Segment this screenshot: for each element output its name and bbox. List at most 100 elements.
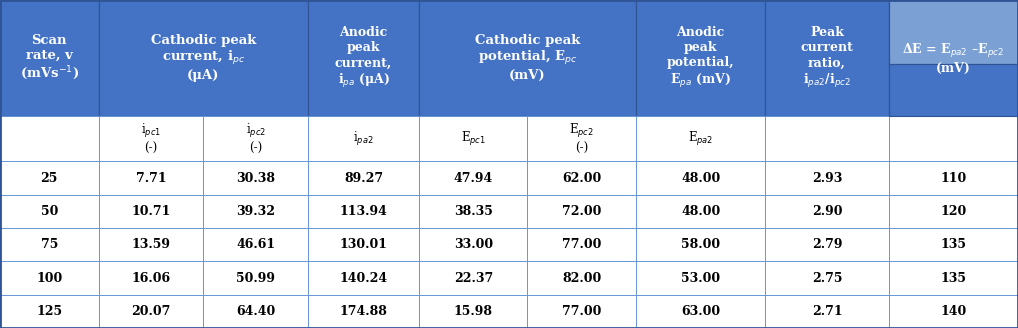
Bar	[308, 228, 419, 261]
Text: 100: 100	[37, 272, 62, 285]
Text: Anodic
peak
potential,
E$_{pa}$ (mV): Anodic peak potential, E$_{pa}$ (mV)	[667, 26, 734, 90]
Bar	[308, 161, 419, 195]
Bar	[204, 295, 308, 328]
Text: 130.01: 130.01	[340, 238, 388, 251]
Bar	[419, 161, 527, 195]
Bar	[889, 295, 1018, 328]
Text: 2.75: 2.75	[811, 272, 842, 285]
Bar	[204, 228, 308, 261]
Bar	[0, 0, 99, 116]
Bar	[636, 0, 766, 116]
Text: i$_{pc2}$
(-): i$_{pc2}$ (-)	[245, 122, 266, 155]
Bar	[419, 195, 527, 228]
Bar	[419, 228, 527, 261]
Text: 25: 25	[41, 172, 58, 185]
Text: 47.94: 47.94	[454, 172, 493, 185]
Text: 75: 75	[41, 238, 58, 251]
Bar	[204, 161, 308, 195]
Bar	[0, 295, 99, 328]
Bar	[527, 261, 636, 295]
Bar	[204, 261, 308, 295]
Text: 140: 140	[941, 305, 966, 318]
Text: 2.71: 2.71	[811, 305, 842, 318]
Text: 110: 110	[941, 172, 966, 185]
Bar	[636, 295, 766, 328]
Text: 53.00: 53.00	[681, 272, 720, 285]
Text: 62.00: 62.00	[562, 172, 602, 185]
Text: 140.24: 140.24	[340, 272, 388, 285]
Text: 20.07: 20.07	[131, 305, 171, 318]
Bar	[99, 0, 308, 116]
Bar	[0, 261, 99, 295]
Text: E$_{pc2}$
(-): E$_{pc2}$ (-)	[569, 122, 595, 155]
Bar	[889, 0, 1018, 64]
Text: 135: 135	[941, 238, 966, 251]
Bar	[766, 195, 889, 228]
Text: 77.00: 77.00	[562, 238, 602, 251]
Text: 22.37: 22.37	[454, 272, 493, 285]
Text: 63.00: 63.00	[681, 305, 720, 318]
Text: 120: 120	[941, 205, 966, 218]
Text: 72.00: 72.00	[562, 205, 602, 218]
Bar	[99, 295, 204, 328]
Bar	[99, 261, 204, 295]
Bar	[636, 195, 766, 228]
Text: 174.88: 174.88	[340, 305, 388, 318]
Text: 77.00: 77.00	[562, 305, 602, 318]
Text: 46.61: 46.61	[236, 238, 275, 251]
Text: 33.00: 33.00	[454, 238, 493, 251]
Bar	[204, 116, 308, 161]
Text: 2.93: 2.93	[811, 172, 842, 185]
Text: Anodic
peak
current,
i$_{pa}$ (μA): Anodic peak current, i$_{pa}$ (μA)	[335, 26, 392, 90]
Bar	[308, 295, 419, 328]
Bar	[419, 261, 527, 295]
Text: ΔE = E$_{pa2}$ –E$_{pc2}$
(mV): ΔE = E$_{pa2}$ –E$_{pc2}$ (mV)	[902, 42, 1005, 74]
Bar	[527, 295, 636, 328]
Text: 2.79: 2.79	[811, 238, 842, 251]
Bar	[0, 161, 99, 195]
Bar	[766, 116, 889, 161]
Bar	[889, 261, 1018, 295]
Text: i$_{pc1}$
(-): i$_{pc1}$ (-)	[140, 122, 161, 155]
Text: Peak
current
ratio,
i$_{pa2}$/i$_{pc2}$: Peak current ratio, i$_{pa2}$/i$_{pc2}$	[800, 26, 853, 90]
Text: Scan
rate, v
(mVs$^{-1}$): Scan rate, v (mVs$^{-1}$)	[19, 34, 78, 82]
Bar	[766, 228, 889, 261]
Text: 30.38: 30.38	[236, 172, 275, 185]
Bar	[636, 161, 766, 195]
Text: 50.99: 50.99	[236, 272, 275, 285]
Bar	[527, 116, 636, 161]
Bar	[308, 116, 419, 161]
Bar	[889, 161, 1018, 195]
Text: 89.27: 89.27	[344, 172, 383, 185]
Bar	[636, 116, 766, 161]
Bar	[99, 195, 204, 228]
Bar	[99, 228, 204, 261]
Bar	[308, 261, 419, 295]
Text: 15.98: 15.98	[454, 305, 493, 318]
Text: 135: 135	[941, 272, 966, 285]
Text: E$_{pc1}$: E$_{pc1}$	[461, 130, 486, 148]
Bar	[527, 161, 636, 195]
Text: 38.35: 38.35	[454, 205, 493, 218]
Bar	[204, 195, 308, 228]
Bar	[419, 0, 636, 116]
Text: 82.00: 82.00	[562, 272, 602, 285]
Text: Cathodic peak
potential, E$_{pc}$
(mV): Cathodic peak potential, E$_{pc}$ (mV)	[474, 34, 580, 82]
Bar	[636, 228, 766, 261]
Text: i$_{pa2}$: i$_{pa2}$	[353, 130, 374, 148]
Text: 58.00: 58.00	[681, 238, 720, 251]
Text: 13.59: 13.59	[131, 238, 170, 251]
Bar	[766, 261, 889, 295]
Bar	[766, 295, 889, 328]
Text: 7.71: 7.71	[135, 172, 166, 185]
Bar	[766, 161, 889, 195]
Text: 125: 125	[37, 305, 62, 318]
Text: 39.32: 39.32	[236, 205, 275, 218]
Bar	[766, 0, 889, 116]
Bar	[889, 0, 1018, 116]
Text: 16.06: 16.06	[131, 272, 171, 285]
Text: 64.40: 64.40	[236, 305, 275, 318]
Text: Cathodic peak
current, i$_{pc}$
(μA): Cathodic peak current, i$_{pc}$ (μA)	[151, 34, 257, 82]
Bar	[99, 161, 204, 195]
Bar	[889, 116, 1018, 161]
